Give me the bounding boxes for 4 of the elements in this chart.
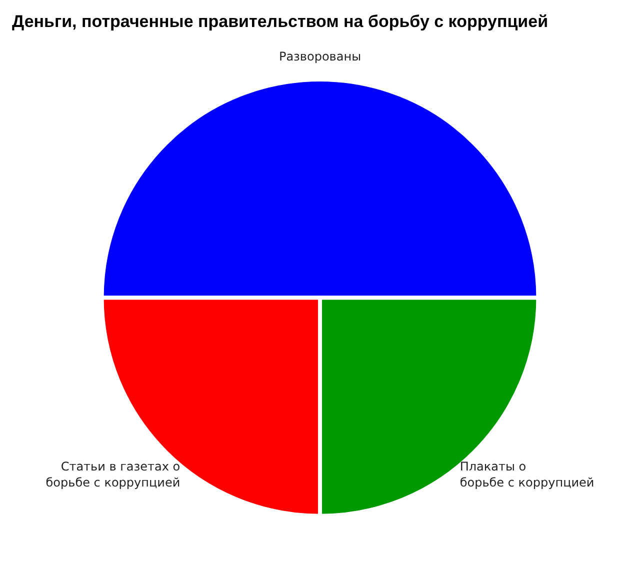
slice-label: Статьи в газетах о борьбе с коррупцией: [46, 460, 180, 490]
chart-title: Деньги, потраченные правительством на борьбу с коррупцией: [12, 12, 548, 31]
slice-label: Плакаты о борьбе с коррупцией: [460, 460, 594, 490]
slice-label: Разворованы: [278, 50, 362, 64]
